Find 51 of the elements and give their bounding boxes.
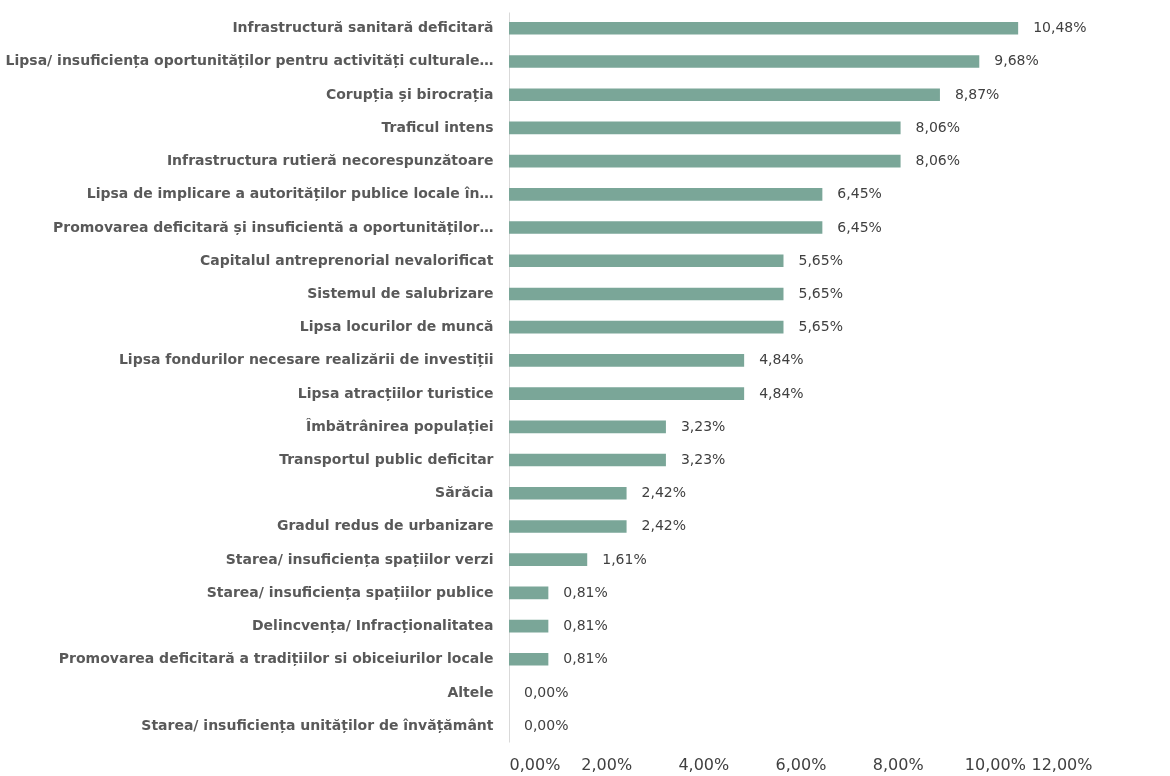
y-tick-label: Capitalul antreprenorial nevalorificat: [200, 251, 494, 268]
y-tick-label: Corupția și birocrația: [325, 85, 494, 103]
data-label: 6,45%: [837, 185, 882, 202]
data-label: 4,84%: [759, 384, 804, 401]
x-tick-label: 0,00%: [509, 754, 561, 774]
data-label: 6,45%: [837, 218, 882, 235]
y-tick-label: Sistemul de salubrizare: [307, 284, 494, 301]
data-label: 2,42%: [641, 484, 687, 501]
data-label: 0,81%: [563, 617, 608, 634]
y-tick-label: Altele: [447, 683, 494, 700]
data-label: 8,87%: [954, 85, 1000, 102]
data-label: 0,81%: [563, 650, 608, 667]
x-tick-label: 2,00%: [581, 754, 633, 774]
data-label: 10,48%: [1033, 19, 1087, 36]
y-tick-label: Sărăcia: [435, 484, 494, 501]
x-tick-label: 4,00%: [678, 754, 730, 774]
data-label: 0,00%: [524, 683, 569, 700]
y-tick-label: Delincvența/ Infracționalitatea: [251, 617, 494, 635]
data-label: 0,81%: [563, 583, 608, 600]
data-label: 5,65%: [798, 318, 843, 335]
y-tick-label: Infrastructură sanitară deficitară: [232, 19, 494, 36]
y-tick-label: Starea/ insuficiența spațiilor verzi: [225, 550, 494, 568]
data-label: 8,06%: [915, 118, 961, 135]
x-tick-label: 6,00%: [775, 754, 827, 774]
data-label: 3,23%: [680, 417, 726, 434]
data-label: 9,68%: [994, 52, 1039, 69]
y-tick-label: Lipsa/ insuficiența oportunităților pentru activități culturale…: [5, 52, 494, 70]
y-tick-label: Lipsa atracțiilor turistice: [297, 384, 494, 402]
y-tick-label: Lipsa fondurilor necesare realizării de investiții: [118, 351, 494, 369]
y-tick-label: Lipsa de implicare a autorităților publice locale în…: [86, 185, 494, 203]
y-tick-label: Promovarea deficitară a tradițiilor si obiceiurilor locale: [58, 650, 494, 668]
y-tick-label: Starea/ insuficiența unităților de învățământ: [141, 716, 494, 734]
data-label: 8,06%: [915, 152, 961, 169]
data-label: 3,23%: [680, 451, 726, 468]
data-label: 5,65%: [798, 284, 843, 301]
data-label: 5,65%: [798, 251, 843, 268]
y-tick-label: Transportul public deficitar: [279, 451, 494, 468]
x-tick-label: 8,00%: [872, 754, 924, 774]
y-tick-label: Îmbătrânirea populației: [306, 417, 494, 435]
x-tick-label: 12,00%: [1031, 754, 1093, 774]
y-tick-label: Promovarea deficitară și insuficientă a oportunităților…: [52, 218, 494, 236]
data-label: 2,42%: [641, 517, 687, 534]
data-label: 0,00%: [524, 716, 569, 733]
data-label: 1,61%: [602, 550, 647, 567]
data-label: 4,84%: [759, 351, 804, 368]
x-tick-label: 10,00%: [964, 754, 1026, 774]
y-tick-label: Traficul intens: [381, 118, 494, 135]
y-tick-label: Starea/ insuficiența spațiilor publice: [206, 583, 494, 601]
y-tick-label: Gradul redus de urbanizare: [276, 517, 494, 534]
y-tick-label: Lipsa locurilor de muncă: [299, 318, 494, 335]
y-tick-label: Infrastructura rutieră necorespunzătoare: [166, 152, 494, 169]
